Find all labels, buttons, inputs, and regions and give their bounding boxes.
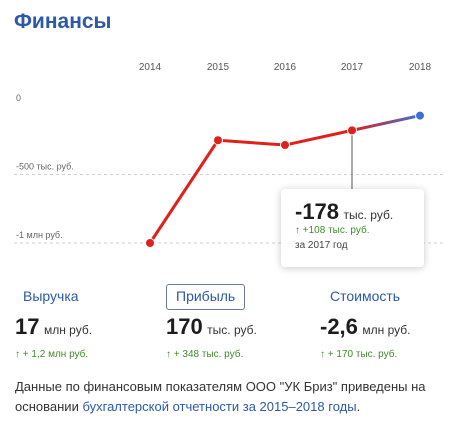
chart-tooltip: -178 тыс. руб. ↑ +108 тыс. руб. за 2017 …: [281, 189, 424, 267]
tab-profit[interactable]: Прибыль: [166, 284, 246, 310]
tab-revenue[interactable]: Выручка: [23, 288, 79, 304]
tooltip-value: -178: [295, 199, 340, 224]
y-tick-label: -1 млн руб.: [16, 230, 63, 240]
footer-text: Данные по финансовым показателям ООО "УК…: [15, 379, 426, 414]
data-point: [347, 125, 357, 136]
series-line-segment: [216, 138, 287, 147]
x-tick-label: 2016: [274, 62, 297, 73]
accounting-report-link[interactable]: бухгалтерской отчетности за 2015–2018 го…: [82, 399, 357, 414]
tooltip-unit: тыс. руб.: [343, 208, 394, 222]
tooltip-year: за 2017 год: [295, 240, 348, 251]
data-point: [213, 135, 223, 146]
metric-revenue: 17 млн руб.: [15, 314, 92, 340]
metric-profit-change: ↑ + 348 тыс. руб.: [166, 349, 244, 360]
series-line-segment: [350, 114, 422, 132]
metric-profit-unit: тыс. руб.: [207, 323, 257, 337]
x-tick-label: 2015: [207, 62, 230, 73]
data-point: [415, 110, 425, 121]
data-point: [145, 238, 155, 248]
profit-chart: 0 -500 тыс. руб. -1 млн руб. 2014 2015 2016 20…: [14, 62, 444, 248]
tab-value[interactable]: Стоимость: [330, 288, 401, 304]
series-line-segment: [148, 138, 220, 245]
data-point: [280, 140, 290, 151]
metric-value-unit: млн руб.: [362, 323, 411, 337]
metric-value-value: -2,6: [320, 314, 358, 339]
metric-revenue-change: ↑ + 1,2 млн руб.: [15, 349, 89, 360]
metric-profit: 170 тыс. руб.: [166, 314, 257, 340]
series-line-segment: [283, 128, 354, 147]
page-title: Финансы: [14, 10, 112, 33]
x-tick-label: 2014: [139, 62, 162, 73]
metric-revenue-unit: млн руб.: [43, 323, 93, 337]
metric-revenue-value: 17: [15, 314, 40, 339]
x-tick-label: 2017: [341, 62, 364, 73]
footer-end: .: [356, 399, 361, 414]
y-tick-label: 0: [16, 93, 21, 103]
metric-profit-value: 170: [166, 314, 203, 339]
metric-value-change: ↑ + 170 тыс. руб.: [320, 349, 398, 360]
tooltip-change: ↑ +108 тыс. руб.: [295, 225, 370, 236]
metric-value: -2,6 млн руб.: [320, 314, 410, 340]
footer-note: Данные по финансовым показателям ООО "УК…: [15, 377, 455, 417]
tooltip-amount: -178 тыс. руб.: [295, 199, 393, 225]
y-tick-label: -500 тыс. руб.: [16, 162, 74, 172]
x-tick-label: 2018: [409, 62, 432, 73]
